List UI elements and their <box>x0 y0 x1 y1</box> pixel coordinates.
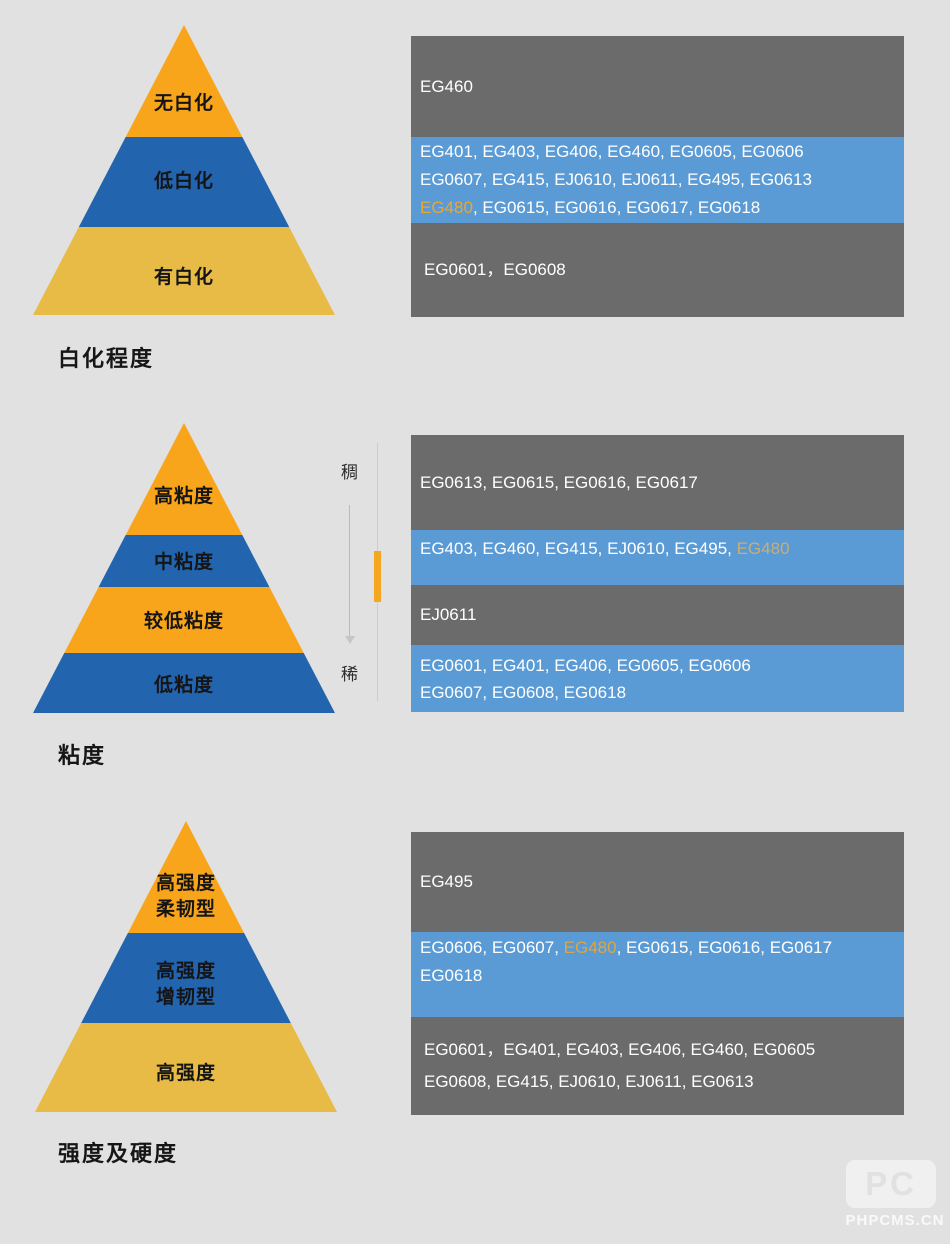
product-codes: EG0607, EG0608, EG0618 <box>420 682 627 702</box>
product-codes: EG495 <box>420 872 473 891</box>
product-codes-line: EG0601，EG401, EG403, EG406, EG460, EG060… <box>424 1034 904 1066</box>
product-codes: EG0608, EG415, EJ0610, EJ0611, EG0613 <box>424 1072 754 1091</box>
products-box-lower-viscosity: EJ0611 <box>411 585 904 645</box>
product-codes-line: EG0607, EG415, EJ0610, EJ0611, EG495, EG… <box>420 166 904 194</box>
products-box-high-viscosity: EG0613, EG0615, EG0616, EG0617 <box>411 435 904 530</box>
highlighted-product-code: EG480 <box>420 198 473 217</box>
pyramid-band-low-viscosity <box>33 653 335 713</box>
products-box-low-whitening: EG401, EG403, EG406, EG460, EG0605, EG06… <box>411 137 904 223</box>
product-codes: EG0601，EG0608 <box>424 260 566 279</box>
viscosity-arrow-line <box>349 505 350 637</box>
band-label-no-whitening: 无白化 <box>153 93 214 114</box>
watermark-site-text: PHPCMS.CN <box>845 1212 945 1229</box>
pyramid-band-high-viscosity <box>33 423 335 535</box>
pyramid-band-bottom <box>33 227 335 315</box>
watermark: PC PHPCMS.CN <box>843 1160 947 1229</box>
product-codes-line: EG0607, EG0608, EG0618 <box>420 679 904 706</box>
product-codes-line: EG403, EG460, EG415, EJ0610, EG495, EG48… <box>420 538 904 560</box>
product-codes: EG403, EG460, EG415, EJ0610, EG495, <box>420 539 737 558</box>
product-codes: EJ0611 <box>420 605 477 624</box>
product-codes: EG0606, EG0607, <box>420 938 564 957</box>
pyramid-band-top <box>33 25 335 137</box>
band-label-has-whitening: 有白化 <box>153 267 214 288</box>
band-label-high-viscosity: 高粘度 <box>153 486 214 507</box>
viscosity-arrow-head-icon <box>345 636 355 644</box>
products-box-high-strength: EG0601，EG401, EG403, EG406, EG460, EG060… <box>411 1017 904 1115</box>
pyramid-strength: 高强度 柔韧型 高强度 增韧型 高强度 <box>35 821 337 1112</box>
phpcms-logo-icon: PC <box>846 1160 936 1208</box>
band-label-low-viscosity: 低粘度 <box>153 675 214 696</box>
pyramid-whitening: 无白化 低白化 有白化 <box>33 25 335 315</box>
section-caption-whitening: 白化程度 <box>58 346 155 371</box>
section-caption-strength: 强度及硬度 <box>58 1141 179 1166</box>
product-codes-line: EG0613, EG0615, EG0616, EG0617 <box>420 469 904 497</box>
thick-label: 稠 <box>341 463 358 482</box>
product-codes-line: EG480, EG0615, EG0616, EG0617, EG0618 <box>420 194 904 222</box>
product-codes: EG401, EG403, EG406, EG460, EG0605, EG06… <box>420 142 804 161</box>
product-codes-line: EG0601, EG401, EG406, EG0605, EG0606 <box>420 652 904 679</box>
highlighted-product-code: EG480 <box>563 938 617 957</box>
products-box-no-whitening: EG460 <box>411 36 904 137</box>
products-box-flexible: EG495 <box>411 832 904 932</box>
product-codes: , EG0615, EG0616, EG0617, EG0618 <box>472 198 761 217</box>
band-label-lower-viscosity: 较低粘度 <box>143 611 224 632</box>
band-label-low-whitening: 低白化 <box>153 171 214 192</box>
band-label-high-strength: 高强度 <box>155 1063 216 1084</box>
product-codes: , EG0615, EG0616, EG0617 <box>616 938 833 957</box>
product-codes: EG0601，EG401, EG403, EG406, EG460, EG060… <box>424 1040 816 1059</box>
highlighted-product-code: EG480 <box>736 539 790 558</box>
product-codes-line: EG401, EG403, EG406, EG460, EG0605, EG06… <box>420 138 904 166</box>
product-codes: EG0613, EG0615, EG0616, EG0617 <box>420 472 698 492</box>
product-codes: EG460 <box>420 76 473 96</box>
product-codes: EG0618 <box>420 966 483 985</box>
pyramid-viscosity: 高粘度 中粘度 较低粘度 低粘度 <box>33 423 335 713</box>
product-codes-line: EG0608, EG415, EJ0610, EJ0611, EG0613 <box>424 1066 904 1098</box>
product-codes-line: EG0618 <box>420 962 904 990</box>
product-codes: EG0607, EG415, EJ0610, EJ0611, EG495, EG… <box>420 170 812 189</box>
band-label-medium-viscosity: 中粘度 <box>153 552 214 573</box>
product-codes: EG0601, EG401, EG406, EG0605, EG0606 <box>420 655 751 675</box>
viscosity-marker-bar <box>374 551 381 602</box>
thin-label: 稀 <box>341 665 358 684</box>
section-caption-viscosity: 粘度 <box>58 743 107 768</box>
product-codes-line: EG0601，EG0608 <box>424 256 904 284</box>
product-codes-line: EG460 <box>420 73 904 101</box>
product-codes-line: EG495 <box>420 868 904 896</box>
pyramid-band-high-strength <box>35 1023 337 1112</box>
products-box-has-whitening: EG0601，EG0608 <box>411 223 904 317</box>
product-codes-line: EG0606, EG0607, EG480, EG0615, EG0616, E… <box>420 934 904 962</box>
products-box-medium-viscosity: EG403, EG460, EG415, EJ0610, EG495, EG48… <box>411 530 904 585</box>
band-label-flexible: 高强度 柔韧型 <box>155 873 216 920</box>
product-codes-line: EJ0611 <box>420 601 904 629</box>
products-box-toughened: EG0606, EG0607, EG480, EG0615, EG0616, E… <box>411 932 904 1017</box>
products-box-low-viscosity: EG0601, EG401, EG406, EG0605, EG0606 EG0… <box>411 645 904 712</box>
band-label-toughened: 高强度 增韧型 <box>155 961 216 1008</box>
